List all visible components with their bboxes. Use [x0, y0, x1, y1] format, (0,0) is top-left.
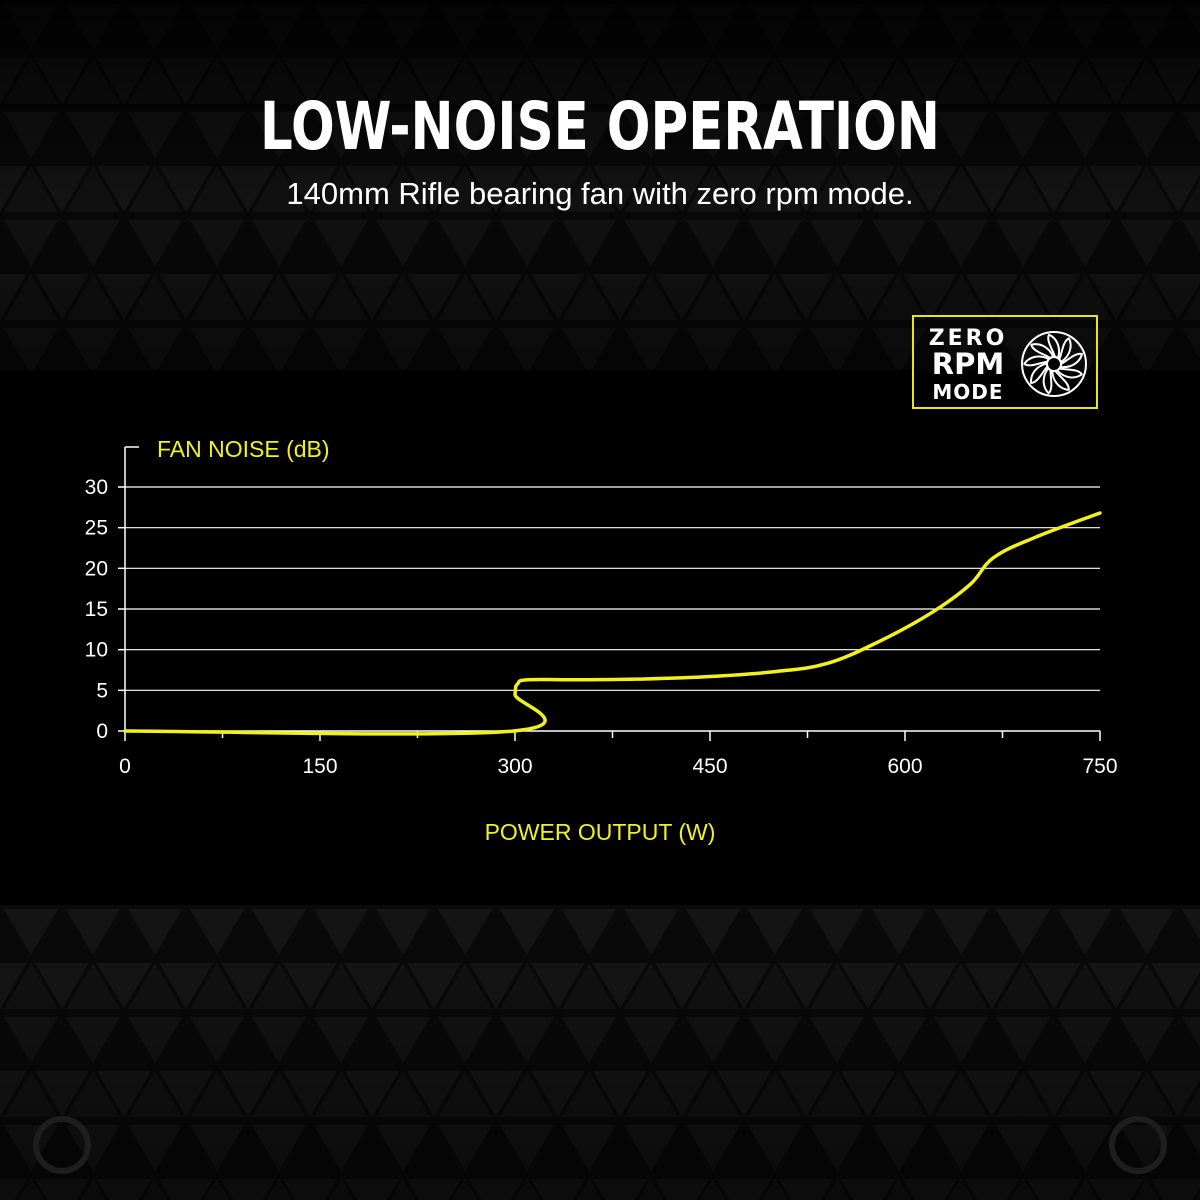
fan-icon [1021, 331, 1087, 397]
grid-lines [125, 486, 1100, 691]
y-tick-label-15: 15 [85, 598, 108, 621]
x-tick-label-150: 150 [302, 755, 337, 778]
axes [118, 446, 1101, 741]
x-tick-label-450: 450 [692, 755, 727, 778]
page-title: LOW-NOISE OPERATION [259, 88, 940, 165]
badge-line-zero: ZERO [928, 326, 1008, 351]
badge-line-mode: MODE [932, 380, 1004, 404]
x-tick-label-600: 600 [887, 755, 922, 778]
x-tick-label-300: 300 [497, 755, 532, 778]
series [123, 511, 1102, 736]
series-line-0 [123, 511, 1102, 736]
y-tick-label-25: 25 [85, 517, 108, 540]
zero-rpm-mode-badge: ZERO RPM MODE [912, 315, 1098, 409]
page-subtitle: 140mm Rifle bearing fan with zero rpm mo… [286, 176, 914, 211]
y-axis-title: FAN NOISE (dB) [157, 436, 330, 462]
vent-grille-background-bottom [0, 905, 1200, 1200]
x-tick-label-750: 750 [1082, 755, 1117, 778]
x-axis-title: POWER OUTPUT (W) [485, 819, 716, 845]
y-tick-label-20: 20 [85, 557, 108, 580]
y-tick-label-0: 0 [96, 720, 108, 743]
y-tick-label-10: 10 [85, 639, 108, 662]
y-tick-label-5: 5 [96, 679, 108, 702]
x-tick-label-0: 0 [119, 755, 131, 778]
y-tick-label-30: 30 [85, 476, 108, 499]
badge-line-rpm: RPM [931, 347, 1005, 381]
